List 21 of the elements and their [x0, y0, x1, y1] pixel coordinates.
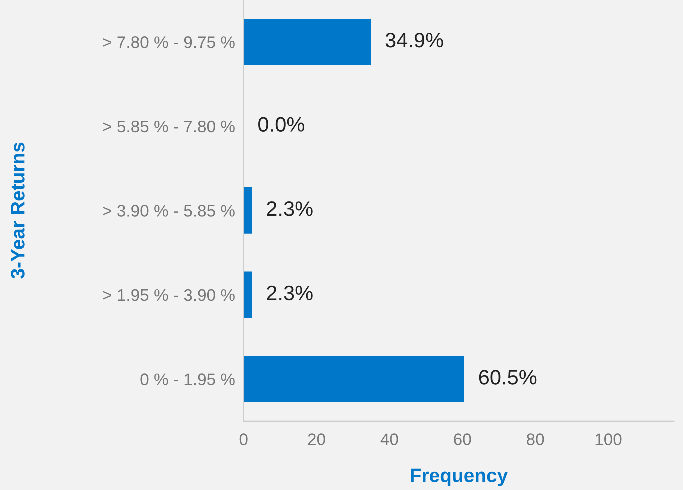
x-tick-label: 100	[596, 434, 622, 446]
y-tick-label: > 1.95 % - 3.90 %	[103, 289, 235, 302]
x-tick-label: 40	[380, 434, 398, 446]
x-tick-label: 0	[240, 434, 248, 446]
bar	[244, 356, 464, 402]
y-tick-label: > 7.80 % - 9.75 %	[103, 36, 235, 48]
y-axis-title: 3-Year Returns	[11, 142, 25, 279]
bar	[244, 18, 372, 66]
x-axis-title: Frequency	[411, 468, 508, 486]
data-label: 2.3%	[267, 286, 313, 301]
x-tick-label: 60	[454, 434, 472, 446]
x-tick-label: 20	[308, 434, 326, 446]
data-label: 60.5%	[479, 370, 537, 385]
data-label: 0.0%	[258, 117, 304, 132]
x-tick-label: 80	[527, 434, 544, 446]
y-tick-label: > 3.90 % - 5.85 %	[103, 205, 235, 217]
bar	[244, 188, 252, 234]
y-tick-label: > 5.85 % - 7.80 %	[103, 120, 235, 133]
data-label: 34.9%	[386, 32, 444, 48]
y-tick-label: 0 % - 1.95 %	[140, 374, 235, 386]
data-label: 2.3%	[267, 202, 313, 216]
